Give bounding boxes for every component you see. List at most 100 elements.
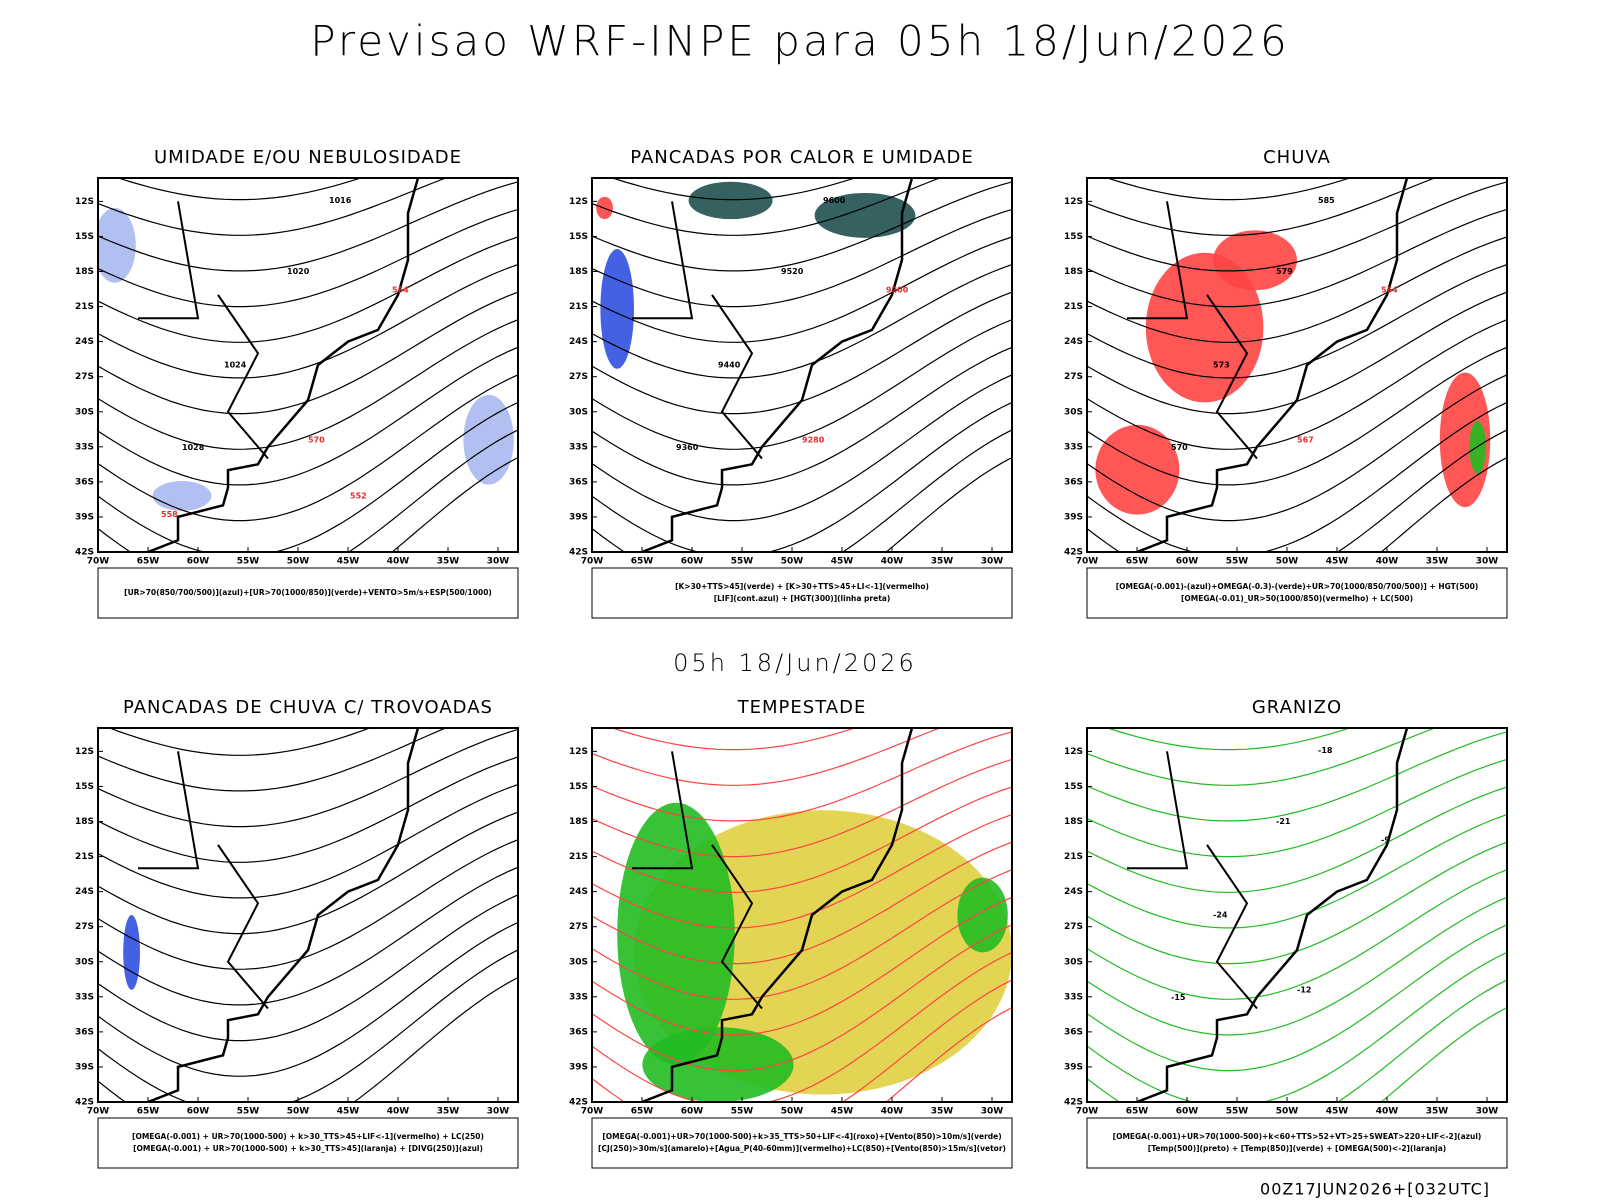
contour <box>1087 236 1507 343</box>
legend-box: [OMEGA(-0.001)-(azul)+OMEGA(-0.3)-(verde… <box>1086 567 1508 619</box>
shaded-area <box>814 192 916 238</box>
lon-label: 35W <box>1426 557 1449 567</box>
page-title: Previsao WRF-INPE para 05h 18/Jun/2026 <box>310 17 1289 66</box>
lon-label: 40W <box>1376 1107 1399 1117</box>
contour-label: -18 <box>1318 746 1333 755</box>
contour <box>98 181 518 272</box>
lat-label: 42S <box>569 548 588 558</box>
contour <box>1087 951 1507 1102</box>
contour <box>1087 924 1507 1072</box>
legend-box: [OMEGA(-0.001)+UR>70(1000-500)+k>35_TTS>… <box>591 1117 1013 1169</box>
contour <box>98 236 518 343</box>
contour <box>592 178 942 236</box>
lat-label: 42S <box>569 1098 588 1108</box>
legend-box: [UR>70(850/700/500)](azul)+[UR>70(1000/8… <box>97 567 519 619</box>
lon-label: 50W <box>781 1107 804 1117</box>
legend-text: [OMEGA(-0.001)+UR>70(1000-500)+k<60+TTS>… <box>1113 1132 1482 1141</box>
border <box>1127 201 1258 460</box>
lat-label: 12S <box>569 747 588 757</box>
legend-box: [OMEGA(-0.001)+UR>70(1000-500)+k<60+TTS>… <box>1086 1117 1508 1169</box>
subtitle: 05h 18/Jun/2026 <box>673 649 917 677</box>
map-frame <box>591 727 1013 1103</box>
map-content <box>98 728 518 1102</box>
legend-text: [OMEGA(-0.01)_UR>50(1000/850)(vermelho) … <box>1181 594 1413 603</box>
lon-label: 40W <box>387 1107 410 1117</box>
lat-label: 15S <box>569 232 588 242</box>
border <box>632 751 763 1010</box>
shaded-area <box>123 915 140 990</box>
panel-title: GRANIZO <box>1252 697 1342 718</box>
lat-label: 36S <box>75 477 94 487</box>
contour <box>107 728 372 756</box>
lon-label: 45W <box>831 557 854 567</box>
contour <box>592 786 1012 893</box>
lon-label: 50W <box>1276 557 1299 567</box>
map-panel: GRANIZO -18 -21 -24 -15 -12 -9 12S 15S 18S 21S 24S 2… <box>1064 697 1508 1169</box>
lat-label: 36S <box>1064 1027 1083 1037</box>
lon-label: 70W <box>87 557 110 567</box>
map-panel: PANCADAS DE CHUVA C/ TROVOADAS 12S 15S 18S 2… <box>75 697 519 1169</box>
contour <box>98 401 518 552</box>
lat-label: 18S <box>1064 267 1083 277</box>
legend-box: [K>30+TTS>45](verde) + [K>30+TTS>45+LI<-… <box>591 567 1013 619</box>
shaded-area <box>463 394 514 485</box>
lat-label: 39S <box>75 1062 94 1072</box>
lon-label: 60W <box>187 557 210 567</box>
contour <box>98 894 518 1042</box>
lat-label: 42S <box>1064 1098 1083 1108</box>
panel-title: PANCADAS POR CALOR E UMIDADE <box>630 147 973 168</box>
lat-label: 36S <box>569 1027 588 1037</box>
contour <box>1087 374 1507 522</box>
contour <box>98 866 518 1006</box>
contour <box>391 456 518 552</box>
lat-label: 42S <box>75 548 94 558</box>
legend-text: [Temp(500)](preto) + [Temp(850)](verde) … <box>1148 1144 1446 1153</box>
lat-label: 15S <box>569 782 588 792</box>
lat-label: 33S <box>1064 992 1083 1002</box>
lat-label: 33S <box>75 442 94 452</box>
contour <box>1087 758 1507 858</box>
lon-label: 30W <box>981 557 1004 567</box>
lat-label: 27S <box>569 922 588 932</box>
lon-label: 70W <box>87 1107 110 1117</box>
contour-label: -15 <box>1171 993 1186 1002</box>
legend-text: [OMEGA(-0.001)+UR>70(1000-500)+k>35_TTS>… <box>602 1132 1001 1141</box>
contour <box>98 319 518 450</box>
lat-label: 36S <box>75 1027 94 1037</box>
lat-label: 33S <box>569 992 588 1002</box>
contour <box>1105 728 1352 751</box>
contour <box>592 728 942 786</box>
map-panel: CHUVA 585 579 573 570 567 564 12S 15S 18S 21S 24S 27… <box>1064 147 1508 619</box>
contour-label: 552 <box>350 491 367 500</box>
lon-label: 65W <box>1126 1107 1149 1117</box>
contour <box>592 814 1012 929</box>
lon-label: 35W <box>437 1107 460 1117</box>
contour <box>592 374 1012 522</box>
lon-label: 55W <box>1226 557 1249 567</box>
lon-label: 50W <box>1276 1107 1299 1117</box>
lat-label: 18S <box>569 267 588 277</box>
map-frame <box>97 727 519 1103</box>
lat-label: 24S <box>75 337 94 347</box>
contour <box>98 949 518 1102</box>
shaded-area <box>1095 424 1180 515</box>
lon-label: 45W <box>831 1107 854 1117</box>
contour-label: 9360 <box>676 443 699 452</box>
contour <box>1087 731 1507 822</box>
lon-label: 50W <box>287 557 310 567</box>
contour <box>98 839 518 970</box>
contour <box>1087 786 1507 893</box>
lon-label: 40W <box>881 557 904 567</box>
contour <box>98 921 518 1077</box>
lat-label: 39S <box>569 1062 588 1072</box>
shaded-area <box>600 249 634 369</box>
contour <box>1087 319 1507 450</box>
panel-title: UMIDADE E/OU NEBULOSIDADE <box>154 147 462 168</box>
lat-label: 18S <box>75 817 94 827</box>
legend-text: [UR>70(850/700/500)](azul)+[UR>70(1000/8… <box>124 588 492 597</box>
legend-text: [CJ(250)>30m/s](amarelo)+[Agua_P(40-60mm… <box>598 1144 1006 1153</box>
lat-label: 21S <box>1064 852 1083 862</box>
lon-label: 70W <box>581 557 604 567</box>
map-panel: TEMPESTADE 12S 15S 18S 21S 24S 27S 30S 33S 36S 39S… <box>569 697 1013 1169</box>
